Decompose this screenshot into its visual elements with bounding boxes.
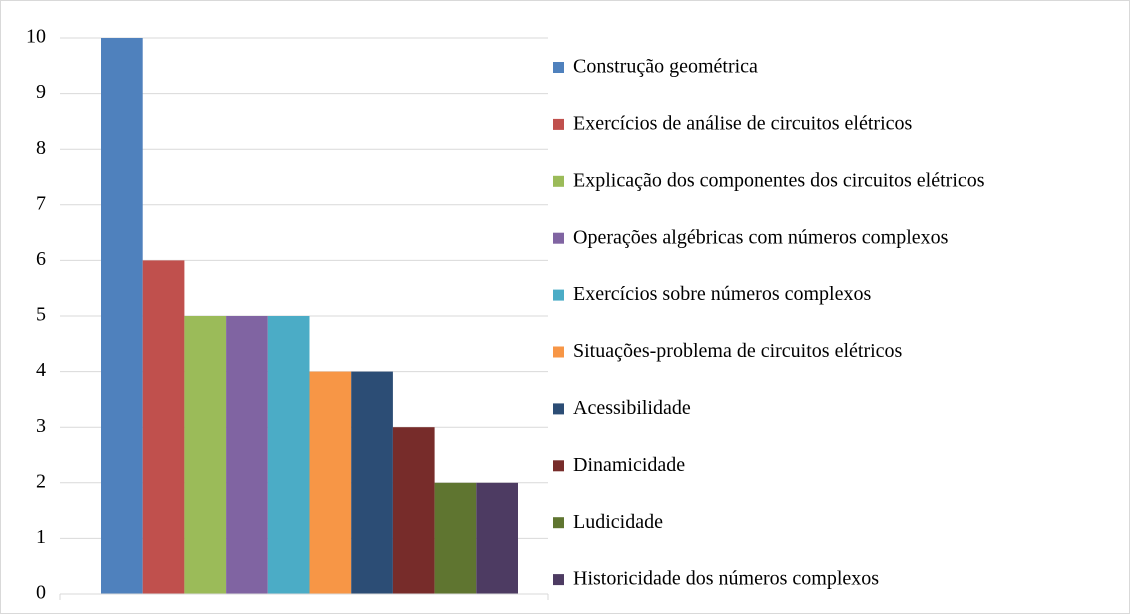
y-tick-label: 8	[36, 137, 46, 159]
legend-swatch	[553, 118, 564, 130]
y-tick-label: 1	[36, 526, 46, 548]
y-tick-label: 5	[36, 304, 46, 326]
bar	[184, 316, 227, 594]
y-tick-label: 10	[26, 26, 46, 48]
legend-swatch	[553, 232, 564, 244]
legend-label: Exercícios de análise de circuitos elétr…	[573, 112, 913, 134]
legend-label: Operações algébricas com números complex…	[573, 226, 949, 248]
bar	[392, 427, 435, 594]
legend-swatch	[553, 574, 564, 586]
y-tick-label: 0	[36, 582, 46, 604]
legend-swatch	[553, 346, 564, 358]
legend-label: Situações-problema de circuitos elétrico…	[573, 340, 903, 362]
legend-swatch	[553, 517, 564, 529]
y-tick-label: 3	[36, 415, 46, 437]
y-tick-label: 4	[36, 359, 46, 381]
bar	[351, 371, 393, 594]
bar	[476, 482, 518, 594]
legend-label: Construção geométrica	[573, 56, 758, 78]
legend-label: Historicidade dos números complexos	[573, 568, 879, 590]
legend-swatch	[553, 460, 564, 472]
bar	[101, 38, 143, 594]
legend-swatch	[553, 403, 564, 415]
legend-label: Dinamicidade	[573, 454, 685, 476]
legend-swatch	[553, 175, 564, 187]
legend-swatch	[553, 62, 564, 73]
legend-label: Ludicidade	[573, 511, 663, 533]
bar	[142, 260, 185, 594]
y-tick-label: 2	[36, 470, 46, 492]
bar	[226, 316, 268, 594]
y-tick-label: 9	[36, 81, 46, 103]
y-tick-label: 7	[36, 192, 46, 214]
bar	[309, 371, 352, 594]
legend-label: Exercícios sobre números complexos	[573, 283, 871, 305]
y-tick-label: 6	[36, 248, 46, 270]
bar	[434, 482, 477, 594]
legend-label: Explicação dos componentes dos circuitos…	[573, 169, 985, 191]
legend-label: Acessibilidade	[573, 397, 691, 419]
legend-swatch	[553, 289, 564, 301]
bar	[267, 316, 310, 594]
